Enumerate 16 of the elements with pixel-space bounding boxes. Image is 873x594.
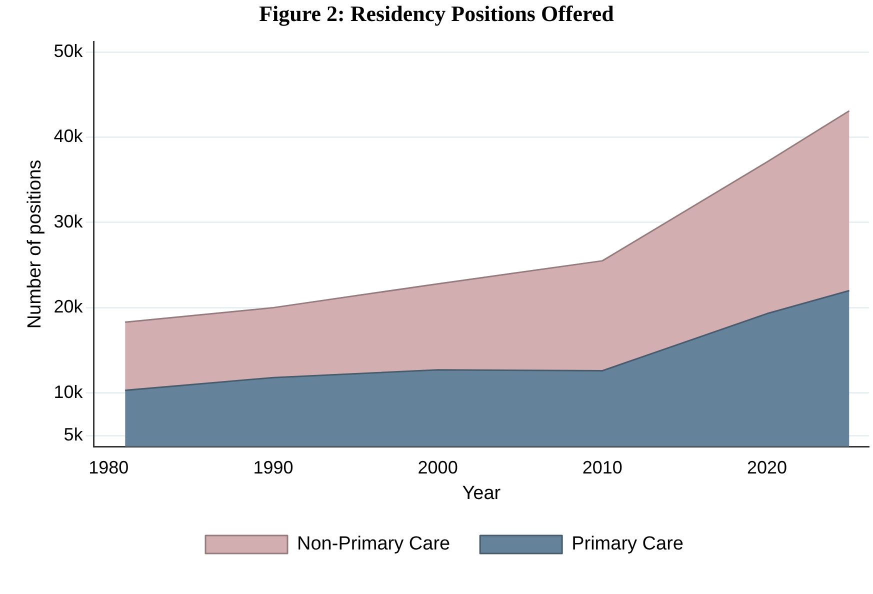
legend-label: Non-Primary Care [297,534,450,555]
x-tick-label: 1980 [88,457,129,478]
legend-label: Primary Care [572,534,684,555]
y-tick-label: 50k [54,40,84,61]
y-tick-label: 40k [54,126,84,146]
x-tick-label: 2020 [746,457,787,478]
y-tick-label: 20k [54,296,84,317]
chart-title: Figure 2: Residency Positions Offered [258,0,615,28]
y-tick-label: 30k [54,211,84,232]
x-tick-label: 2000 [418,457,458,478]
y-axis-title: Number of positions [24,160,46,329]
y-tick-label: 10k [54,382,84,402]
x-tick-label: 1990 [253,457,294,478]
x-axis-title: Year [462,482,502,504]
x-tick-label: 2010 [582,457,622,478]
y-tick-label: 5k [64,424,84,444]
